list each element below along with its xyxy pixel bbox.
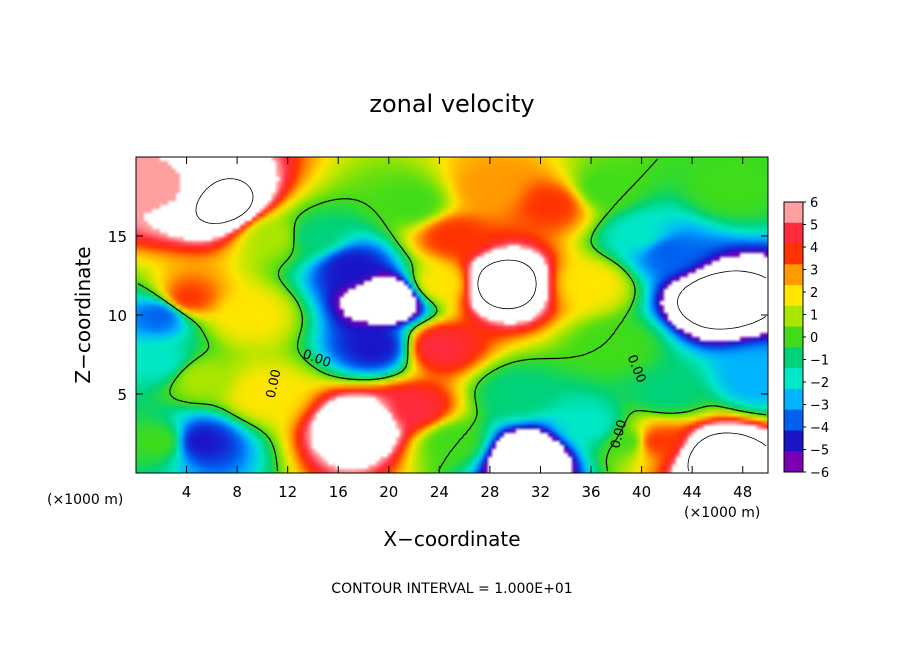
colorbar-tick-label: 0 (810, 331, 818, 346)
colorbar-tick-label: 2 (810, 286, 818, 301)
y-tick-label: 5 (117, 386, 127, 404)
velocity-field-image (136, 157, 768, 473)
plot-area: 0.000.00 0.000.00 4 8 12 16 20 24 28 32 36 40 44 48 … (108, 156, 769, 501)
x-tick-label: 40 (632, 483, 651, 501)
x-axis-label: X−coordinate (383, 527, 520, 551)
colorbar-cell (784, 285, 803, 307)
colorbar-cell (784, 347, 803, 369)
contour-line-negative (677, 270, 767, 330)
x-tick-label: 32 (531, 483, 550, 501)
colorbar-tick-label: −2 (810, 376, 829, 391)
colorbar-cell (784, 368, 803, 390)
x-tick-label: 4 (182, 483, 192, 501)
colorbar-cell (784, 243, 803, 265)
colorbar-cell (784, 388, 803, 411)
x-tick-label: 44 (683, 483, 702, 501)
colorbar-tick-label: −4 (810, 421, 829, 436)
y-tick-label: 15 (108, 228, 127, 246)
contour-label: 0.00 (264, 368, 285, 399)
x-unit-label-left: (×1000 m) (47, 492, 123, 508)
colorbar-tick-label: 6 (810, 196, 818, 211)
colorbar: 6 5 4 3 2 1 0 −1 −2 −3 −4 −5 −6 (783, 196, 829, 481)
velocity-field: 0.000.00 0.000.00 (136, 157, 768, 473)
y-tick-label: 10 (108, 307, 127, 325)
colorbar-cell (784, 202, 803, 224)
contour-interval-note: CONTOUR INTERVAL = 1.000E+01 (331, 581, 572, 597)
colorbar-tick-label: −6 (810, 466, 829, 481)
colorbar-cell (784, 430, 803, 452)
colorbar-tick-label: −1 (810, 354, 829, 369)
colorbar-tick-label: 4 (810, 241, 818, 256)
chart-title: zonal velocity (369, 90, 534, 118)
x-unit-label-right: (×1000 m) (684, 505, 760, 521)
colorbar-cell (784, 305, 803, 328)
colorbar-tick-label: −5 (810, 444, 829, 459)
x-tick-label: 48 (733, 483, 752, 501)
y-axis-ticks: 5 10 15 (108, 228, 768, 404)
x-tick-label: 36 (581, 483, 600, 501)
colorbar-cell (784, 326, 803, 348)
x-tick-label: 24 (430, 483, 449, 501)
colorbar-cell (784, 451, 803, 473)
x-tick-label: 12 (278, 483, 297, 501)
x-tick-label: 20 (379, 483, 398, 501)
colorbar-tick-label: 1 (810, 309, 818, 324)
y-axis-label: Z−coordinate (71, 246, 95, 383)
x-axis-ticks: 4 8 12 16 20 24 28 32 36 40 44 48 (182, 157, 752, 501)
contour-label: 0.00 (608, 418, 630, 450)
colorbar-tick-label: −3 (810, 399, 829, 414)
x-tick-label: 16 (329, 483, 348, 501)
colorbar-cells (784, 202, 803, 473)
colorbar-cell (784, 264, 803, 286)
colorbar-cell (784, 409, 803, 431)
x-tick-label: 28 (480, 483, 499, 501)
contour-line-zero (137, 158, 767, 472)
x-tick-label: 8 (232, 483, 242, 501)
colorbar-cell (784, 222, 803, 244)
contour-lines (137, 158, 767, 472)
colorbar-tick-label: 5 (810, 219, 818, 234)
colorbar-labels: 6 5 4 3 2 1 0 −1 −2 −3 −4 −5 −6 (803, 196, 829, 481)
colorbar-tick-label: 3 (810, 264, 818, 279)
contour-line-positive (195, 178, 767, 472)
